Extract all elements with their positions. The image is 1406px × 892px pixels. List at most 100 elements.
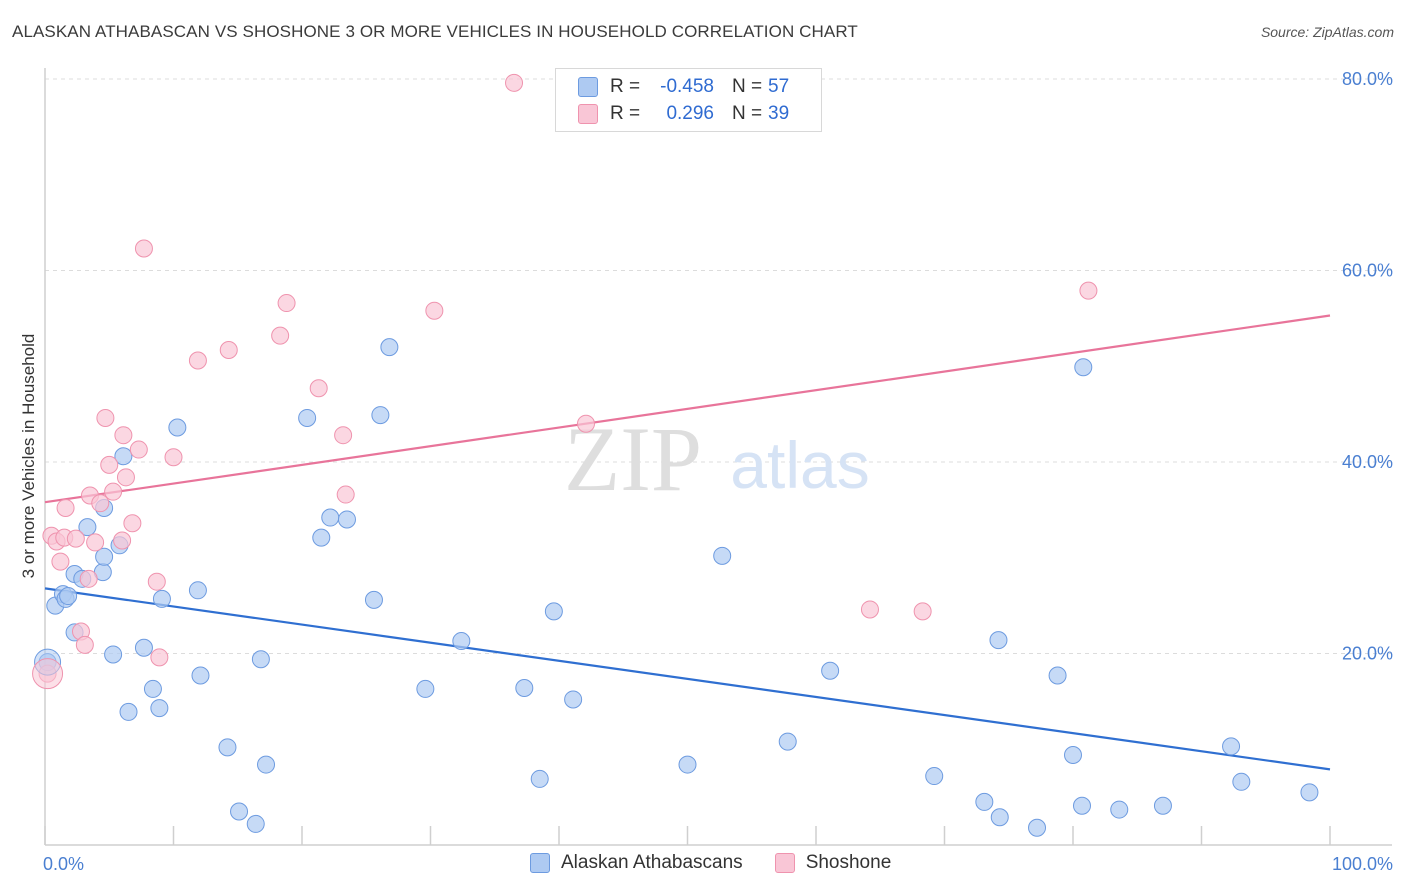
data-point-athabascan bbox=[1300, 783, 1319, 802]
data-point-shoshone bbox=[134, 239, 153, 258]
data-point-athabascan bbox=[990, 808, 1009, 827]
data-point-shoshone bbox=[188, 351, 207, 370]
data-points bbox=[32, 73, 1319, 837]
data-point-athabascan bbox=[678, 755, 697, 774]
data-point-shoshone bbox=[505, 73, 524, 92]
y-tick-label: 80.0% bbox=[1342, 69, 1393, 89]
r-value: -0.458 bbox=[660, 76, 714, 97]
data-point-athabascan bbox=[230, 802, 249, 821]
n-value: 39 bbox=[768, 103, 790, 124]
data-point-shoshone bbox=[116, 468, 135, 487]
data-point-athabascan bbox=[452, 632, 471, 651]
data-point-athabascan bbox=[59, 587, 78, 606]
stats-legend: R = -0.458 N = 57 R = 0.296 N = 39 bbox=[555, 68, 822, 132]
data-point-athabascan bbox=[1222, 737, 1241, 756]
athabascan-swatch bbox=[578, 77, 598, 97]
source-credit: Source: ZipAtlas.com bbox=[1260, 24, 1394, 40]
y-tick-label: 40.0% bbox=[1342, 452, 1393, 472]
data-point-shoshone bbox=[219, 340, 238, 359]
x-tick-label: 100.0% bbox=[1332, 854, 1393, 874]
r-label: R = bbox=[610, 103, 641, 124]
y-tick-label: 20.0% bbox=[1342, 644, 1393, 664]
axes bbox=[44, 68, 1392, 846]
series-legend: Alaskan Athabascans Shoshone bbox=[530, 852, 923, 874]
watermark: ZIP atlas bbox=[564, 408, 870, 510]
data-point-shoshone bbox=[56, 498, 75, 517]
data-point-shoshone bbox=[51, 552, 70, 571]
data-point-shoshone bbox=[309, 379, 328, 398]
data-point-shoshone bbox=[114, 426, 133, 445]
data-point-athabascan bbox=[1110, 800, 1129, 819]
data-point-athabascan bbox=[515, 678, 534, 697]
r-value: 0.296 bbox=[666, 103, 714, 124]
chart-title: ALASKAN ATHABASCAN VS SHOSHONE 3 OR MORE… bbox=[12, 22, 858, 41]
legend-item-shoshone[interactable]: Shoshone bbox=[774, 852, 892, 874]
data-point-shoshone bbox=[147, 572, 166, 591]
stats-legend-row-shoshone: R = 0.296 N = 39 bbox=[578, 101, 789, 127]
watermark-atlas: atlas bbox=[730, 428, 869, 502]
data-point-athabascan bbox=[778, 732, 797, 751]
data-point-shoshone bbox=[425, 301, 444, 320]
data-point-athabascan bbox=[364, 590, 383, 609]
y-axis-title: 3 or more Vehicles in Household bbox=[19, 334, 38, 579]
data-point-athabascan bbox=[975, 792, 994, 811]
data-point-athabascan bbox=[78, 518, 97, 537]
data-point-athabascan bbox=[298, 408, 317, 427]
data-point-shoshone bbox=[1079, 281, 1098, 300]
data-point-shoshone bbox=[164, 448, 183, 467]
data-point-athabascan bbox=[152, 589, 171, 608]
data-point-athabascan bbox=[416, 679, 435, 698]
y-tick-label: 60.0% bbox=[1342, 261, 1393, 281]
data-point-shoshone bbox=[32, 658, 64, 690]
data-point-shoshone bbox=[79, 569, 98, 588]
data-point-athabascan bbox=[188, 581, 207, 600]
data-point-athabascan bbox=[337, 510, 356, 529]
data-point-athabascan bbox=[1153, 796, 1172, 815]
data-point-athabascan bbox=[150, 699, 169, 718]
trend-lines bbox=[44, 314, 1331, 771]
data-point-athabascan bbox=[544, 602, 563, 621]
data-point-athabascan bbox=[168, 418, 187, 437]
legend-item-athabascan[interactable]: Alaskan Athabascans bbox=[530, 852, 743, 874]
data-point-shoshone bbox=[150, 648, 169, 667]
data-point-shoshone bbox=[75, 635, 94, 654]
data-point-athabascan bbox=[371, 406, 390, 425]
data-point-shoshone bbox=[66, 529, 85, 548]
data-point-shoshone bbox=[96, 408, 115, 427]
data-point-shoshone bbox=[86, 533, 105, 552]
shoshone-swatch bbox=[578, 104, 598, 124]
data-point-shoshone bbox=[113, 531, 132, 550]
data-point-shoshone bbox=[277, 294, 296, 313]
data-point-shoshone bbox=[100, 455, 119, 474]
gridlines bbox=[45, 78, 1392, 654]
data-point-athabascan bbox=[257, 755, 276, 774]
legend-label: Alaskan Athabascans bbox=[561, 852, 743, 873]
n-label: N = bbox=[732, 76, 763, 97]
data-point-shoshone bbox=[576, 414, 595, 433]
tick-labels: 20.0% 40.0% 60.0% 80.0% 0.0% 100.0% bbox=[43, 69, 1393, 874]
data-point-athabascan bbox=[1064, 745, 1082, 764]
data-point-shoshone bbox=[336, 485, 355, 504]
data-point-athabascan bbox=[1048, 666, 1067, 685]
data-point-shoshone bbox=[91, 494, 110, 513]
data-point-athabascan bbox=[821, 661, 840, 680]
data-point-athabascan bbox=[218, 738, 237, 757]
x-tick-label: 0.0% bbox=[43, 854, 84, 874]
data-point-shoshone bbox=[334, 426, 353, 445]
data-point-athabascan bbox=[989, 631, 1008, 650]
data-point-athabascan bbox=[380, 338, 399, 357]
data-point-shoshone bbox=[129, 440, 148, 459]
r-label: R = bbox=[610, 76, 641, 97]
data-point-athabascan bbox=[104, 645, 123, 664]
shoshone-legend-swatch bbox=[774, 853, 795, 873]
data-point-shoshone bbox=[123, 514, 142, 533]
data-point-athabascan bbox=[925, 767, 944, 786]
data-point-athabascan bbox=[246, 814, 265, 833]
data-point-shoshone bbox=[860, 600, 879, 619]
data-point-athabascan bbox=[713, 546, 732, 565]
n-label: N = bbox=[732, 103, 763, 124]
data-point-athabascan bbox=[312, 528, 331, 547]
data-point-athabascan bbox=[1028, 818, 1047, 837]
legend-label: Shoshone bbox=[805, 852, 892, 873]
